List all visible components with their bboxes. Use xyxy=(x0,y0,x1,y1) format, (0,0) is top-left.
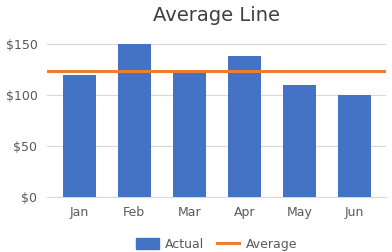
Bar xyxy=(118,44,151,197)
Bar xyxy=(228,56,261,197)
Bar xyxy=(283,85,316,197)
Legend: Actual, Average: Actual, Average xyxy=(131,233,302,252)
Bar xyxy=(338,95,371,197)
Title: Average Line: Average Line xyxy=(153,6,280,24)
Bar xyxy=(63,75,96,197)
Bar xyxy=(173,73,206,197)
